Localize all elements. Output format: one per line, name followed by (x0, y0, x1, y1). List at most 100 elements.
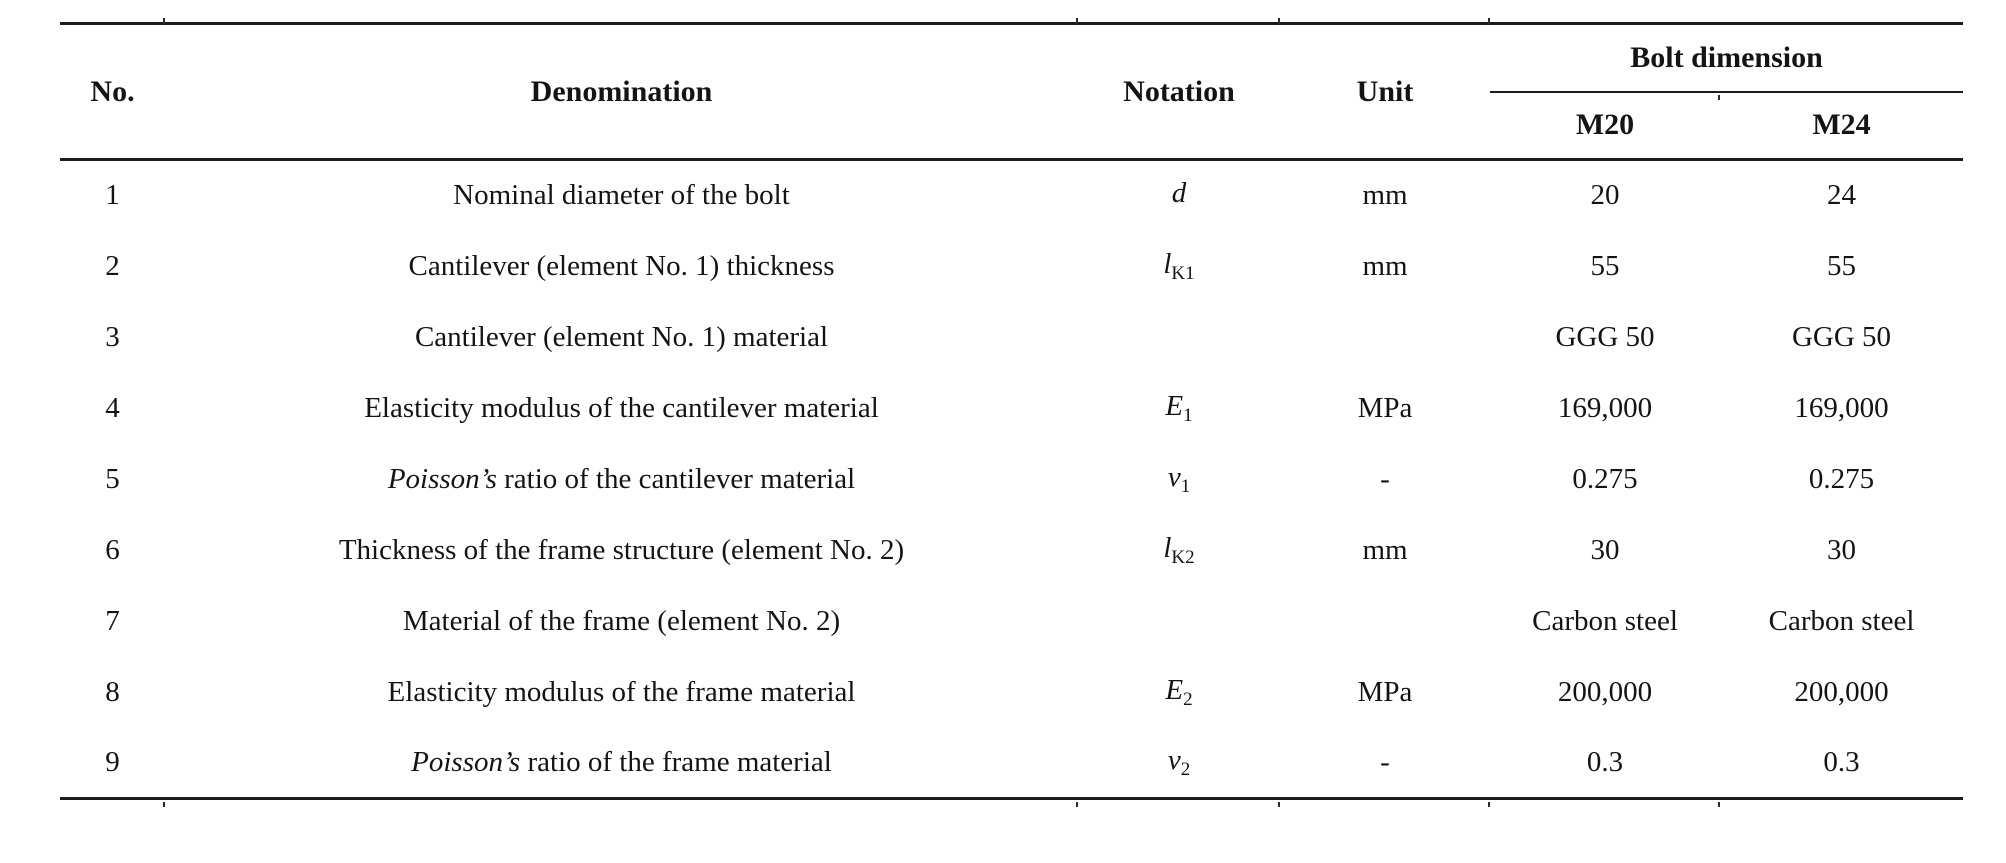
denomination-text: Elasticity modulus of the frame material (387, 675, 856, 708)
cell-notation: E1 (1078, 373, 1280, 444)
cell-no: 5 (105, 462, 120, 495)
cell-denomination: Poisson’s ratio of the cantilever materi… (165, 444, 1078, 515)
denomination-text: Cantilever (element No. 1) thickness (408, 249, 835, 282)
header-no: No. (60, 23, 165, 161)
cell-m20-value: 55 (1590, 249, 1620, 282)
cell-notation: lK2 (1078, 515, 1280, 586)
notation-subscript: 1 (1183, 404, 1193, 426)
denomination-text: ratio of the cantilever material (496, 462, 856, 495)
parameters-table: No. Denomination Notation Unit Bolt dime… (60, 22, 1964, 800)
cell-notation: lK1 (1078, 231, 1280, 302)
denomination-text: Material of the frame (element No. 2) (402, 604, 841, 637)
denomination-text: ratio of the frame material (520, 745, 832, 778)
cell-denomination: Poisson’s ratio of the frame material (165, 728, 1078, 799)
denomination-text: Cantilever (element No. 1) material (414, 320, 829, 353)
rule-tick (1718, 95, 1720, 100)
table-body: 1 Nominal diameter of the bolt d mm 20 2… (60, 160, 1963, 799)
notation-symbol: ν (1167, 460, 1181, 493)
cell-m20-value: GGG 50 (1555, 320, 1655, 353)
cell-m24-value: 0.3 (1823, 745, 1860, 778)
header-notation: Notation (1078, 23, 1280, 161)
table-row: 2 Cantilever (element No. 1) thickness l… (60, 231, 1963, 302)
notation-subscript: 2 (1183, 688, 1193, 710)
header-denomination: Denomination (165, 23, 1078, 161)
notation-subscript: 2 (1180, 758, 1191, 780)
notation-subscript: 1 (1180, 475, 1191, 497)
table-row: 7 Material of the frame (element No. 2) … (60, 586, 1963, 657)
cell-denomination: Thickness of the frame structure (elemen… (165, 515, 1078, 586)
cell-denomination: Nominal diameter of the bolt (165, 160, 1078, 231)
table-header: No. Denomination Notation Unit Bolt dime… (60, 23, 1964, 161)
notation-symbol: E (1165, 389, 1184, 422)
cell-unit: mm (1362, 249, 1408, 282)
header-unit: Unit (1280, 23, 1490, 161)
cell-unit: - (1380, 462, 1390, 495)
cell-m24-value: 169,000 (1794, 391, 1889, 424)
cell-m24-value: 55 (1827, 249, 1856, 282)
cell-no: 9 (105, 745, 120, 778)
cell-m24-value: 24 (1827, 179, 1856, 212)
rule-tick (1488, 802, 1490, 807)
parameters-table-container: No. Denomination Notation Unit Bolt dime… (60, 18, 1964, 807)
cell-m20-value: Carbon steel (1532, 604, 1678, 637)
rule-tick (1718, 802, 1720, 807)
cell-no: 6 (105, 533, 120, 566)
cell-no: 8 (105, 675, 120, 708)
cell-no: 4 (105, 391, 120, 424)
cell-m24-value: 0.275 (1808, 462, 1875, 495)
cell-m24-value: GGG 50 (1791, 320, 1892, 353)
cell-no: 7 (105, 604, 120, 637)
cell-notation: ν1 (1078, 444, 1280, 515)
rule-tick (1076, 802, 1078, 807)
rule-tick (1488, 18, 1490, 24)
rule-tick (1278, 802, 1280, 807)
cell-unit: MPa (1357, 675, 1413, 708)
cell-notation: E2 (1078, 657, 1280, 728)
notation-symbol: d (1171, 177, 1187, 210)
cell-no: 1 (105, 179, 120, 212)
notation-symbol: l (1163, 247, 1172, 280)
cell-unit: - (1380, 745, 1390, 778)
cell-m24-value: 30 (1827, 533, 1856, 566)
cell-unit (1280, 586, 1490, 657)
notation-subscript: K1 (1171, 262, 1195, 284)
cell-no: 3 (105, 320, 120, 353)
cell-denomination: Material of the frame (element No. 2) (165, 586, 1078, 657)
table-row: 5 Poisson’s ratio of the cantilever mate… (60, 444, 1963, 515)
notation-subscript: K2 (1171, 546, 1195, 568)
cell-denomination: Elasticity modulus of the cantilever mat… (165, 373, 1078, 444)
header-bolt-dimension: Bolt dimension (1490, 23, 1964, 93)
cell-unit (1280, 302, 1490, 373)
cell-m20-value: 0.3 (1586, 745, 1624, 778)
cell-m20-value: 30 (1590, 533, 1620, 566)
cell-m20-value: 200,000 (1557, 675, 1653, 708)
cell-notation (1078, 586, 1280, 657)
rule-tick (163, 18, 165, 24)
cell-m24-value: Carbon steel (1768, 604, 1915, 637)
cell-denomination: Cantilever (element No. 1) material (165, 302, 1078, 373)
table-row: 8 Elasticity modulus of the frame materi… (60, 657, 1963, 728)
notation-symbol: l (1163, 531, 1172, 564)
header-m24: M24 (1720, 91, 1964, 161)
denomination-text: Nominal diameter of the bolt (453, 179, 790, 212)
denomination-italic: Poisson’s (387, 462, 497, 495)
table-row: 3 Cantilever (element No. 1) material GG… (60, 302, 1963, 373)
header-m20: M20 (1490, 91, 1720, 161)
cell-unit: mm (1362, 179, 1408, 212)
cell-no: 2 (105, 249, 120, 282)
denomination-italic: Poisson’s (411, 745, 521, 778)
cell-denomination: Cantilever (element No. 1) thickness (165, 231, 1078, 302)
notation-symbol: E (1165, 673, 1184, 706)
header-row-sub: M20 M24 (60, 91, 1964, 161)
cell-notation: ν2 (1078, 728, 1280, 799)
cell-m20-value: 20 (1590, 179, 1620, 212)
cell-unit: MPa (1357, 391, 1413, 424)
denomination-text: Elasticity modulus of the cantilever mat… (364, 391, 879, 424)
cell-notation (1078, 302, 1280, 373)
cell-m24-value: 200,000 (1794, 675, 1889, 708)
rule-tick (1076, 18, 1078, 24)
table-row: 4 Elasticity modulus of the cantilever m… (60, 373, 1963, 444)
cell-denomination: Elasticity modulus of the frame material (165, 657, 1078, 728)
cell-m20-value: 169,000 (1557, 391, 1653, 424)
cell-notation: d (1078, 160, 1280, 231)
